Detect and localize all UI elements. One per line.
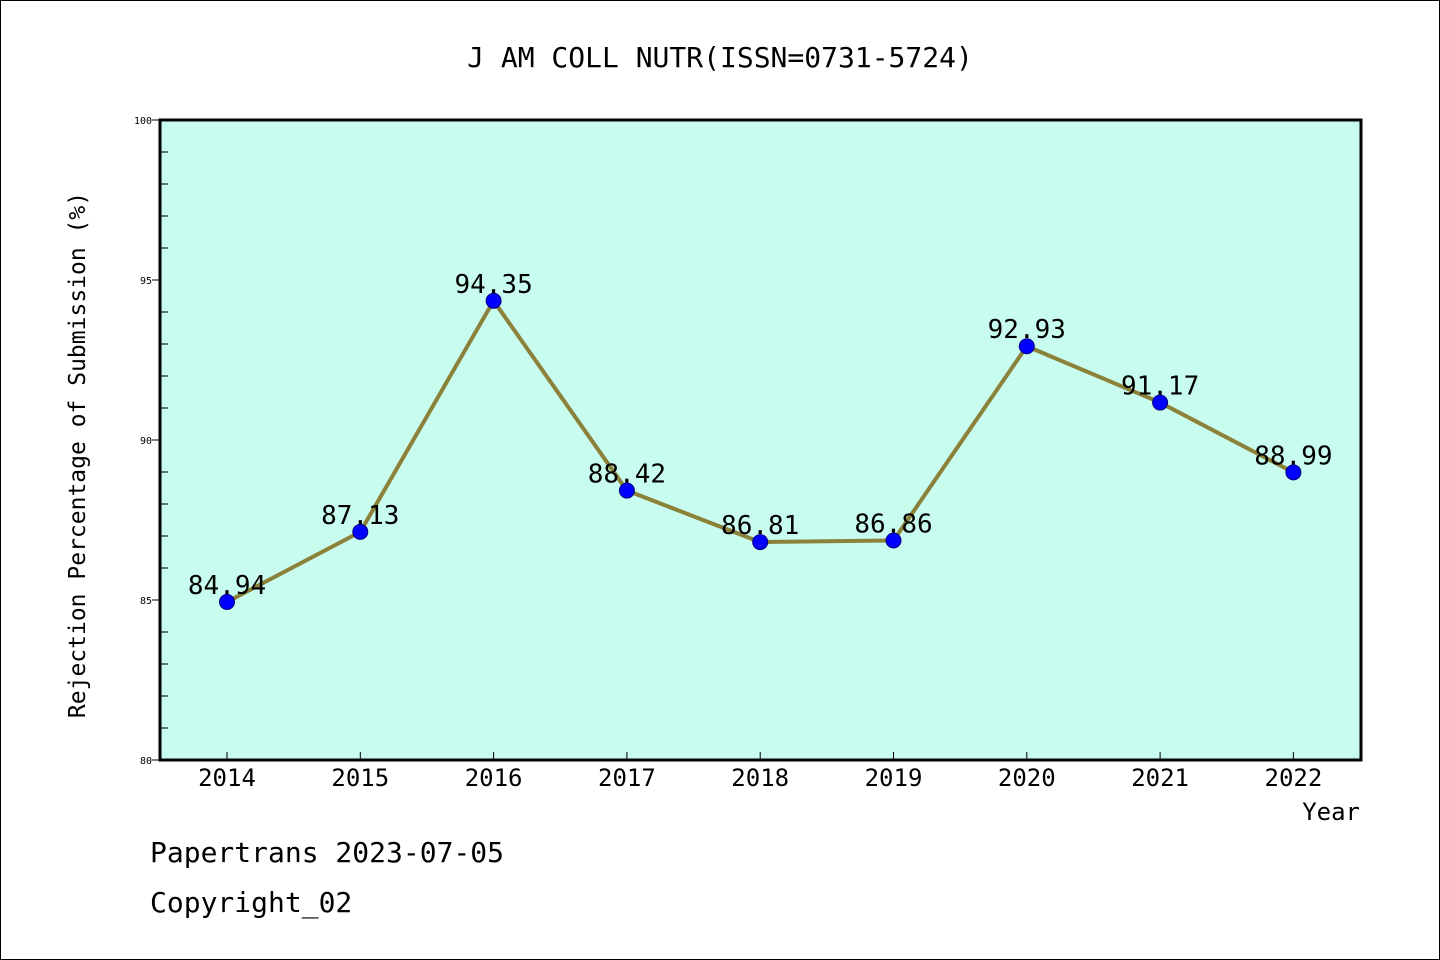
data-label: 86.86	[854, 509, 932, 539]
x-tick-label: 2014	[198, 764, 256, 792]
y-tick-label: 100	[134, 116, 152, 127]
data-point	[885, 532, 902, 549]
data-label: 91.17	[1121, 372, 1199, 402]
data-label: 88.99	[1254, 441, 1332, 471]
x-tick-label: 2020	[998, 764, 1056, 792]
x-tick-label: 2022	[1265, 764, 1323, 792]
data-label: 94.35	[454, 270, 532, 300]
y-axis: 80 85 90 95 100	[134, 116, 168, 767]
data-point	[1018, 338, 1035, 355]
data-label: 84.94	[188, 571, 266, 601]
series-layer: 84.94 87.13 94.35 88.42 86.81 86.86 92.93 91.17…	[188, 270, 1333, 610]
y-axis-label: Rejection Percentage of Submission (%)	[65, 192, 91, 718]
data-point	[752, 534, 769, 551]
data-point	[352, 523, 369, 540]
x-tick-label: 2021	[1131, 764, 1189, 792]
data-point	[1152, 394, 1169, 411]
y-tick-label: 90	[140, 436, 152, 447]
y-tick-label: 95	[140, 276, 152, 287]
x-tick-label: 2017	[598, 764, 656, 792]
x-axis-label: Year	[1302, 798, 1360, 826]
chart-title: J AM COLL NUTR(ISSN=0731-5724)	[467, 41, 973, 74]
data-label: 86.81	[721, 511, 799, 541]
x-axis: 2014 2015 2016 2017 2018 2019 2020 2021 2022	[198, 752, 1322, 792]
data-label: 92.93	[988, 315, 1066, 345]
y-tick-label: 80	[140, 756, 152, 767]
data-point	[1285, 464, 1302, 481]
plot-area	[158, 118, 1363, 762]
x-tick-label: 2016	[465, 764, 523, 792]
footer-copyright-text: Copyright_02	[150, 886, 353, 919]
data-point	[219, 593, 235, 610]
x-tick-label: 2015	[331, 764, 389, 792]
data-point	[618, 482, 635, 499]
data-label: 88.42	[588, 460, 666, 490]
data-label: 87.13	[321, 501, 399, 531]
x-tick-label: 2019	[865, 764, 923, 792]
y-tick-label: 85	[140, 596, 152, 607]
data-point	[485, 292, 502, 309]
footer-date-text: Papertrans 2023-07-05	[150, 836, 505, 869]
x-tick-label: 2018	[731, 764, 789, 792]
